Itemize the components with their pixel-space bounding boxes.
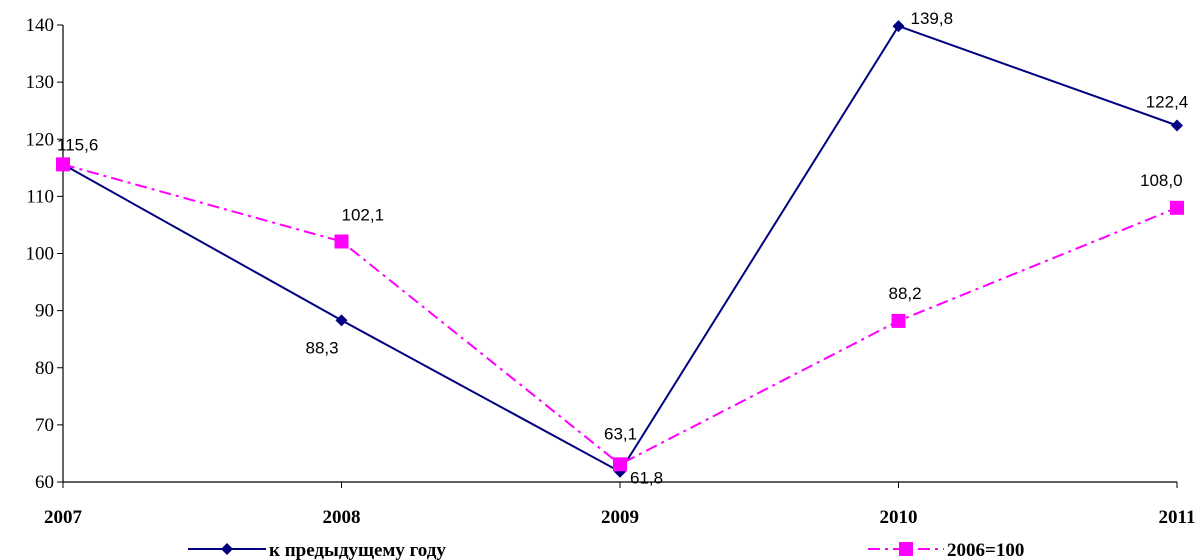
y-tick-label: 110	[26, 186, 54, 207]
series-markers	[56, 20, 1184, 478]
legend-label-series-1: к предыдущему году	[269, 540, 446, 560]
data-label: 108,0	[1140, 171, 1183, 190]
data-label: 122,4	[1146, 93, 1189, 112]
series-line-1	[62, 24, 1178, 474]
legend-label-series-2: 2006=100	[947, 540, 1024, 560]
data-point-diamond	[892, 20, 905, 33]
axes: 60 70 80 90 100 110 120 130 140 2007 2008 2009 2010 2…	[26, 15, 1196, 528]
data-point-diamond	[335, 314, 348, 327]
data-label: 102,1	[342, 206, 385, 225]
y-tick-label: 140	[26, 15, 55, 36]
data-label: 61,8	[630, 469, 663, 488]
data-label: 88,3	[306, 338, 339, 357]
y-tick-label: 120	[26, 129, 55, 150]
y-tick-label: 70	[35, 415, 54, 436]
x-tick-label: 2008	[323, 507, 361, 528]
legend-marker-diamond	[221, 543, 233, 555]
series-line-2	[62, 163, 1178, 466]
y-tick-label: 60	[35, 472, 54, 493]
data-labels: 88,3 61,8 139,8 122,4 115,6 102,1 63,1 88,2 108,…	[57, 9, 1188, 488]
data-point-square	[56, 157, 70, 172]
x-tick-label: 2007	[44, 507, 83, 528]
x-tick-label: 2011	[1159, 507, 1196, 528]
data-point-square	[891, 313, 906, 328]
y-tick-label: 100	[26, 244, 55, 265]
data-label: 115,6	[57, 135, 98, 154]
legend-marker-square	[899, 542, 913, 556]
legend-item-series-2: 2006=100	[868, 540, 1024, 560]
y-tick-label: 130	[26, 72, 55, 93]
data-point-square	[1170, 200, 1184, 215]
series-lines	[62, 24, 1178, 474]
data-label: 88,2	[889, 284, 922, 303]
y-tick-label: 80	[35, 358, 54, 379]
data-point-diamond	[1171, 119, 1183, 132]
x-tick-label: 2010	[880, 507, 918, 528]
data-label: 139,8	[911, 9, 954, 28]
legend: к предыдущему году 2006=100	[188, 540, 1024, 560]
data-point-square	[334, 234, 349, 249]
x-tick-label: 2009	[601, 507, 639, 528]
data-point-square	[613, 457, 627, 472]
legend-item-series-1: к предыдущему году	[188, 540, 446, 560]
data-label: 63,1	[604, 424, 637, 443]
y-tick-label: 90	[35, 301, 54, 322]
